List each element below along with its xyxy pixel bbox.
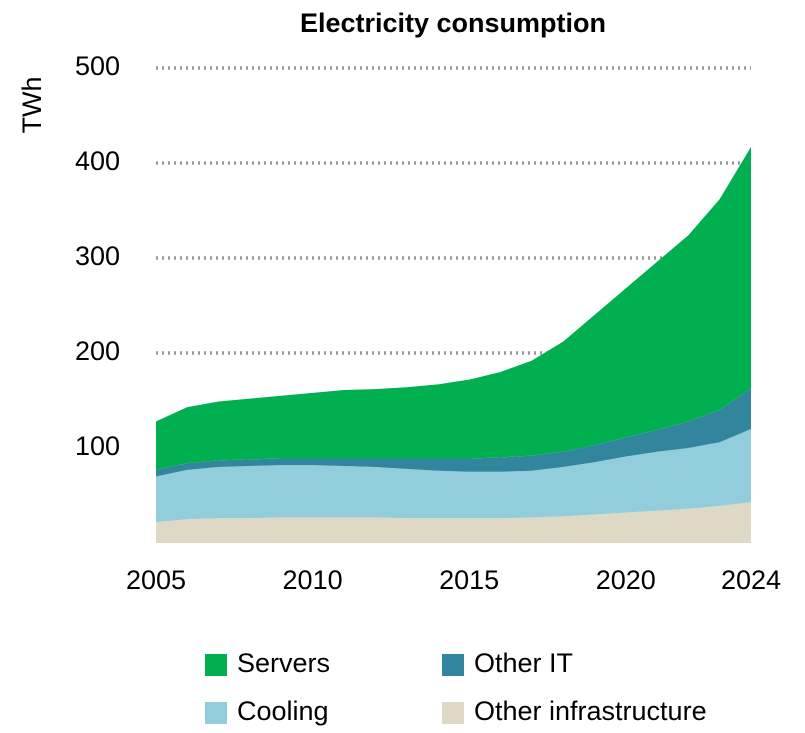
legend-swatch bbox=[205, 702, 227, 724]
x-tick-label: 2024 bbox=[721, 565, 781, 595]
x-tick-label: 2005 bbox=[126, 565, 186, 595]
area bbox=[156, 146, 751, 470]
y-tick-label: 500 bbox=[75, 51, 120, 81]
legend-label: Other infrastructure bbox=[474, 696, 707, 726]
chart-title: Electricity consumption bbox=[300, 8, 606, 38]
legend-label: Cooling bbox=[237, 696, 329, 726]
y-tick-label: 300 bbox=[75, 241, 120, 271]
y-axis-label: TWh bbox=[17, 77, 47, 134]
y-tick-label: 200 bbox=[75, 336, 120, 366]
legend-swatch bbox=[205, 654, 227, 676]
x-tick-label: 2020 bbox=[596, 565, 656, 595]
legend-swatch bbox=[442, 654, 464, 676]
legend-label: Servers bbox=[237, 648, 330, 678]
area bbox=[156, 502, 751, 543]
area bbox=[156, 388, 751, 477]
area bbox=[156, 429, 751, 523]
y-tick-label: 400 bbox=[75, 146, 120, 176]
y-tick-label: 100 bbox=[75, 431, 120, 461]
x-tick-label: 2010 bbox=[283, 565, 343, 595]
legend-label: Other IT bbox=[474, 648, 573, 678]
legend-swatch bbox=[442, 702, 464, 724]
x-tick-label: 2015 bbox=[439, 565, 499, 595]
